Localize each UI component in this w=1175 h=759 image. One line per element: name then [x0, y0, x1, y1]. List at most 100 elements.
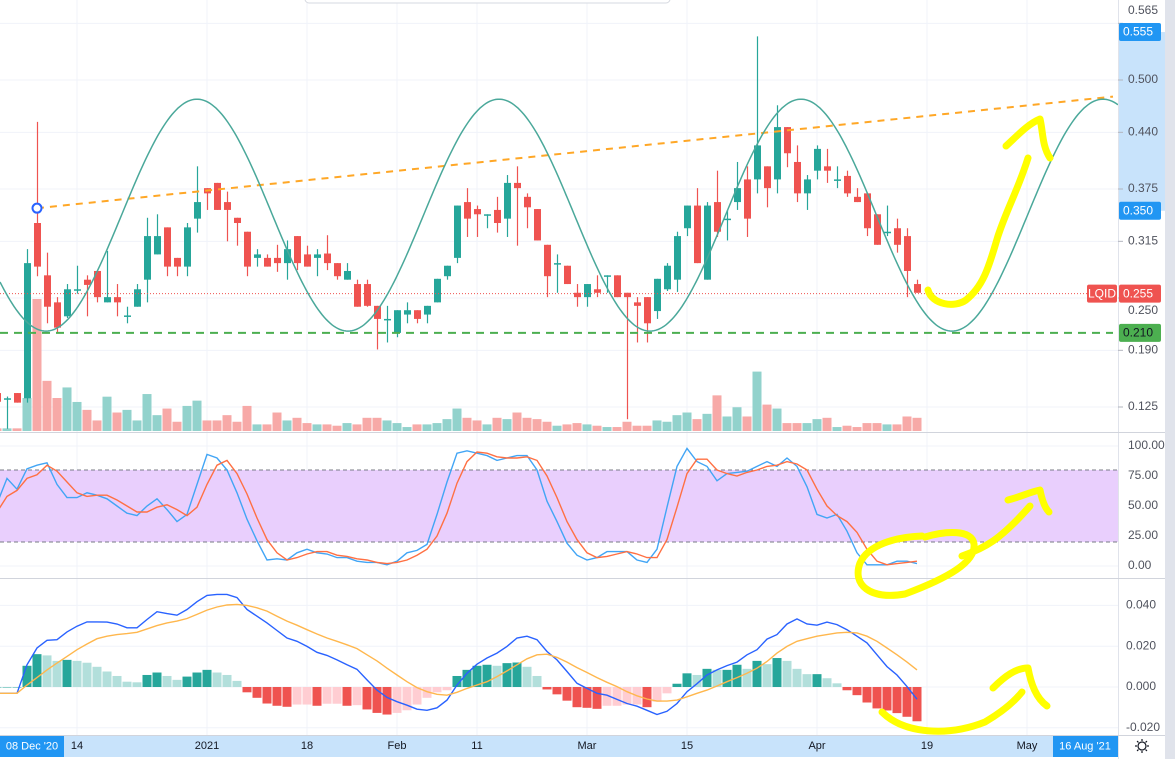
annotation-macd-arrowhead[interactable]	[989, 664, 1051, 710]
candle[interactable]	[574, 284, 581, 307]
candle[interactable]	[154, 214, 161, 255]
candle[interactable]	[14, 393, 21, 403]
candle[interactable]	[774, 105, 781, 194]
candle[interactable]	[494, 196, 501, 233]
candle[interactable]	[4, 396, 11, 429]
candle[interactable]	[124, 306, 131, 324]
time-axis[interactable]	[0, 735, 1118, 757]
candle[interactable]	[664, 263, 671, 292]
candle[interactable]	[214, 182, 221, 210]
annotation-price-arrowhead[interactable]	[1002, 115, 1054, 162]
candle[interactable]	[74, 265, 81, 294]
candle[interactable]	[614, 275, 621, 298]
sine-line-drawing[interactable]	[0, 98, 1118, 332]
candle[interactable]	[504, 175, 511, 237]
candle[interactable]	[644, 297, 651, 343]
candle[interactable]	[864, 193, 871, 237]
candle[interactable]	[684, 205, 691, 237]
annotation-stoch-up-arrow[interactable]	[958, 502, 1034, 560]
candle[interactable]	[114, 284, 121, 317]
candle[interactable]	[274, 244, 281, 272]
candle[interactable]	[344, 263, 351, 280]
candle[interactable]	[174, 257, 181, 277]
candle[interactable]	[324, 235, 331, 271]
candle[interactable]	[164, 227, 171, 277]
candle[interactable]	[564, 265, 571, 285]
candle[interactable]	[674, 231, 681, 292]
candle[interactable]	[834, 166, 841, 189]
candle[interactable]	[484, 214, 491, 229]
candle[interactable]	[184, 223, 191, 277]
candle[interactable]	[704, 202, 711, 280]
candle[interactable]	[294, 236, 301, 271]
candle[interactable]	[624, 292, 631, 420]
candle[interactable]	[194, 166, 201, 233]
stochastic-pane[interactable]	[0, 447, 1118, 566]
candle[interactable]	[884, 205, 891, 237]
candle[interactable]	[824, 148, 831, 183]
range-end-box[interactable]	[1053, 736, 1118, 757]
candle[interactable]	[454, 205, 461, 264]
annotation-price-up-arrow[interactable]	[924, 154, 1032, 308]
freehand-annotations[interactable]	[854, 115, 1054, 735]
candle[interactable]	[754, 36, 761, 194]
gear-icon[interactable]	[1135, 739, 1149, 753]
candle[interactable]	[64, 284, 71, 319]
candle[interactable]	[804, 175, 811, 210]
candle[interactable]	[314, 249, 321, 277]
candle[interactable]	[464, 188, 471, 237]
candle[interactable]	[544, 244, 551, 298]
candle[interactable]	[364, 279, 371, 307]
candle[interactable]	[894, 218, 901, 253]
candle[interactable]	[474, 205, 481, 237]
candle[interactable]	[54, 297, 61, 333]
candle[interactable]	[634, 297, 641, 343]
range-start-box[interactable]	[0, 736, 64, 757]
candle[interactable]	[814, 145, 821, 180]
candle[interactable]	[304, 245, 311, 267]
candle[interactable]	[34, 121, 41, 277]
candle[interactable]	[134, 284, 141, 307]
candle[interactable]	[914, 279, 921, 293]
candle[interactable]	[844, 170, 851, 197]
candle[interactable]	[714, 170, 721, 237]
candle[interactable]	[404, 302, 411, 324]
trendline-anchor-handle[interactable]	[31, 202, 43, 214]
candle[interactable]	[94, 270, 101, 303]
candle[interactable]	[224, 191, 231, 242]
candle[interactable]	[374, 305, 381, 350]
candle[interactable]	[254, 249, 261, 267]
candle[interactable]	[764, 166, 771, 208]
annotation-stoch-circle[interactable]	[854, 529, 978, 599]
candle[interactable]	[784, 127, 791, 168]
candle[interactable]	[264, 254, 271, 267]
candle[interactable]	[244, 231, 251, 277]
candle[interactable]	[444, 265, 451, 280]
candle[interactable]	[744, 166, 751, 237]
candle[interactable]	[794, 145, 801, 203]
candle[interactable]	[44, 252, 51, 324]
candle[interactable]	[854, 188, 861, 203]
annotation-stoch-arrowhead[interactable]	[1004, 486, 1053, 516]
macd-pane[interactable]	[0, 593, 922, 722]
candle[interactable]	[384, 305, 391, 343]
candle[interactable]	[534, 209, 541, 241]
candle[interactable]	[144, 217, 151, 303]
price-pane[interactable]	[0, 36, 1118, 431]
candle[interactable]	[334, 263, 341, 280]
candle[interactable]	[284, 240, 291, 280]
top-toolbar-edge[interactable]	[304, 0, 671, 4]
candle[interactable]	[724, 209, 731, 241]
candle[interactable]	[584, 284, 591, 307]
symbol-tag[interactable]	[1087, 284, 1117, 303]
candle[interactable]	[24, 249, 31, 403]
candle[interactable]	[654, 278, 661, 319]
candle[interactable]	[554, 254, 561, 293]
candle[interactable]	[0, 393, 1, 402]
candle[interactable]	[434, 278, 441, 303]
annotation-macd-up-arrow[interactable]	[878, 688, 1026, 735]
candle[interactable]	[84, 275, 91, 317]
candle[interactable]	[424, 305, 431, 324]
candle[interactable]	[234, 217, 241, 246]
